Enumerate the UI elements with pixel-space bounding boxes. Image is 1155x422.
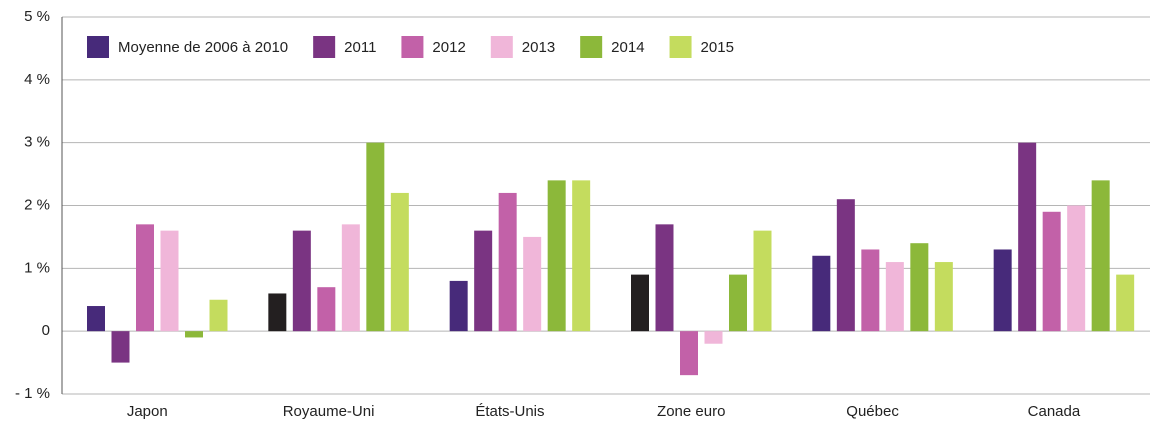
legend-swatch (87, 36, 109, 58)
bar (87, 306, 105, 332)
bar (885, 262, 904, 332)
legend-label: 2013 (522, 39, 555, 56)
y-tick-label: 4 % (24, 71, 50, 88)
bar (655, 224, 674, 332)
x-tick-label: Japon (127, 403, 168, 420)
bar (1116, 274, 1135, 332)
bar (1067, 205, 1086, 332)
bar (1042, 211, 1061, 332)
legend-label: 2011 (344, 39, 376, 56)
bar (631, 274, 649, 332)
bar (934, 262, 953, 332)
bar (729, 274, 747, 332)
bar (836, 199, 855, 332)
bar (474, 230, 493, 332)
bar (160, 230, 179, 332)
legend-swatch (490, 36, 513, 58)
bar (680, 331, 698, 376)
y-tick-label: 5 % (24, 8, 50, 25)
legend-swatch (313, 36, 336, 58)
legend-label: Moyenne de 2006 à 2010 (118, 39, 288, 56)
bar (390, 192, 409, 332)
bar (547, 180, 566, 332)
bar (523, 236, 542, 332)
bar (910, 243, 929, 332)
x-tick-label: Canada (1028, 403, 1081, 420)
y-tick-label: 3 % (24, 134, 50, 151)
y-tick-label: 0 (42, 322, 50, 339)
bar (861, 249, 880, 332)
bar (704, 331, 723, 344)
legend-swatch (580, 36, 603, 58)
x-tick-label: Zone euro (657, 403, 725, 420)
bar (341, 224, 360, 332)
bar (1091, 180, 1110, 332)
bar (1018, 142, 1037, 332)
y-tick-label: 1 % (24, 259, 50, 276)
bar (753, 230, 772, 332)
legend-label: 2015 (701, 39, 734, 56)
bar (185, 331, 203, 338)
bar (292, 230, 311, 332)
bar (812, 255, 831, 332)
legend-swatch (401, 36, 424, 58)
x-tick-label: Québec (846, 403, 899, 420)
y-tick-label: - 1 % (15, 385, 50, 402)
bar (268, 293, 287, 332)
bar (993, 249, 1012, 332)
legend-swatch (669, 36, 692, 58)
bar (209, 299, 228, 332)
bar (366, 142, 385, 332)
y-tick-label: 2 % (24, 196, 50, 213)
x-tick-label: Royaume-Uni (283, 403, 375, 420)
bar (498, 192, 517, 332)
legend-label: 2012 (432, 39, 465, 56)
bar (449, 280, 468, 332)
bar (111, 331, 130, 363)
bar (317, 287, 336, 332)
bar (136, 224, 154, 332)
bar (572, 180, 591, 332)
x-tick-label: États-Unis (475, 403, 544, 420)
legend-label: 2014 (611, 39, 644, 56)
